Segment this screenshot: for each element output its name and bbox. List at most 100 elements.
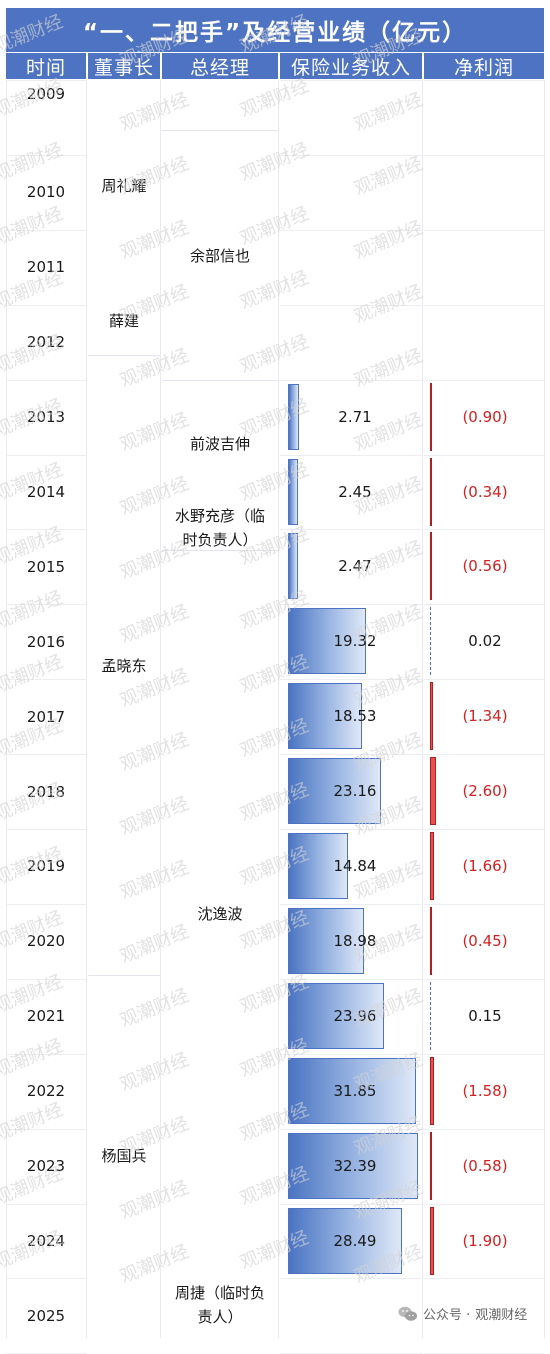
revenue-value: 32.39 [333,1156,377,1175]
profit-value: (0.56) [462,557,508,576]
watermark-text: 观潮财经 [117,1049,192,1096]
year-cell: 2024 [26,1231,66,1250]
gm-mizuno-line2: 时负责人） [182,531,258,549]
merge-divider [162,130,278,131]
revenue-value: 2.45 [338,482,372,501]
row-divider [280,1129,422,1130]
year-cell: 2018 [26,782,66,801]
gm-zhou-jie: 周捷（临时负 责人） [162,1280,278,1330]
gm-zhou-line1: 周捷（临时负 [174,1284,265,1302]
watermark-text: 观潮财经 [117,985,192,1032]
row-divider [280,754,422,755]
row-divider [424,979,544,980]
row-divider [6,904,86,905]
year-cell: 2016 [26,632,66,651]
revenue-bar [288,1132,418,1199]
row-divider [280,529,422,530]
row-divider [424,1129,544,1130]
watermark-text: 观潮财经 [117,1177,192,1224]
header-revenue: 保险业务收入 [280,53,422,79]
revenue-value: 14.84 [333,857,377,875]
year-cell: 2013 [26,408,66,427]
row-divider [6,529,86,530]
profit-bar [430,906,432,975]
row-divider [280,80,422,81]
row-divider [6,230,86,231]
row-divider [424,380,544,381]
watermark-text: 观潮财经 [117,793,192,840]
revenue-value: 2.71 [338,407,372,426]
row-divider [6,604,86,605]
row-divider [6,1278,86,1279]
header-time: 时间 [6,53,86,79]
profit-value: (0.34) [462,482,508,501]
revenue-bar [288,533,298,600]
gm-mizuno-line1: 水野充彦（临 [174,507,265,525]
row-divider [6,80,86,81]
watermark-text: 观潮财经 [351,153,426,200]
revenue-bar [288,907,365,974]
watermark-text: 观潮财经 [351,217,426,264]
revenue-bar [288,458,298,525]
column-divider [6,80,7,1338]
gm-zhou-line2: 责人） [197,1308,243,1326]
merge-divider [88,355,160,356]
footer-credit: 公众号 · 观潮财经 [398,1304,527,1323]
row-divider [6,979,86,980]
profit-bar [430,1206,435,1275]
column-divider [278,80,279,1338]
row-divider [424,1278,544,1279]
table-title: “一、二把手”及经营业绩（亿元） [6,8,544,52]
profit-bar [430,757,436,826]
column-divider [422,80,423,1338]
watermark-text: 观潮财经 [117,345,192,392]
revenue-value: 18.53 [333,707,377,726]
watermark-text: 观潮财经 [237,139,312,186]
year-cell: 2012 [26,333,66,352]
profit-value: (0.58) [462,1156,508,1175]
row-divider [424,455,544,456]
profit-bar [430,1131,432,1200]
year-cell: 2011 [26,258,66,277]
column-divider [544,80,545,1338]
row-divider [280,1054,422,1055]
row-divider [424,829,544,830]
revenue-value: 2.47 [338,557,372,576]
watermark-text: 观潮财经 [351,89,426,136]
revenue-bar [288,683,363,750]
chairman-zhou-liyao: 周礼耀 [101,176,147,195]
chairman-yang-guobing: 杨国兵 [101,1146,147,1165]
header-chairman: 董事长 [88,53,160,79]
row-divider [280,904,422,905]
row-divider [280,604,422,605]
row-divider [6,1129,86,1130]
profit-bar [430,832,434,900]
profit-bar [430,682,434,751]
chairman-xue-jian: 薛建 [108,311,139,330]
revenue-bar [288,1057,416,1124]
revenue-value: 18.98 [333,931,377,950]
row-divider [6,455,86,456]
revenue-bar [288,833,348,899]
profit-value: 0.02 [468,632,502,651]
row-divider [424,80,544,81]
row-divider [280,155,422,156]
header-gm: 总经理 [162,53,278,79]
revenue-bar [288,608,366,675]
row-divider [6,679,86,680]
year-cell: 2019 [26,857,66,876]
revenue-bar [288,758,381,825]
revenue-value: 23.96 [333,1006,377,1025]
merge-divider [162,550,278,551]
gm-shen-yibo: 沈逸波 [197,904,243,923]
row-divider [280,1204,422,1205]
chairman-meng-xiaodong: 孟晓东 [101,656,147,675]
column-divider [86,80,87,1338]
row-divider [424,529,544,530]
row-divider [6,1054,86,1055]
row-divider [424,679,544,680]
merge-divider [88,975,160,976]
row-divider [424,904,544,905]
row-divider [280,1278,422,1279]
watermark-text: 观潮财经 [117,857,192,904]
